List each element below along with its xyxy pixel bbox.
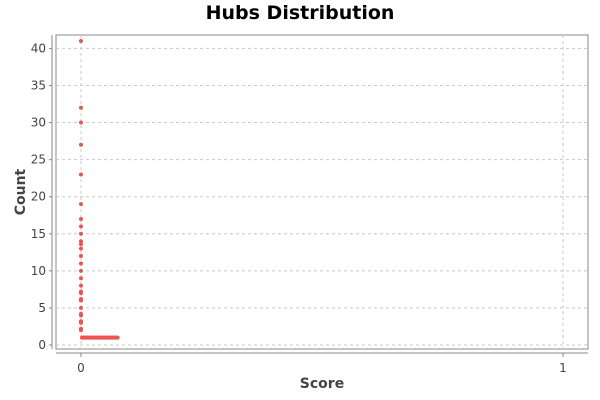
- plot-area: [55, 34, 589, 350]
- data-point: [79, 313, 83, 318]
- data-point: [79, 239, 83, 244]
- data-point: [79, 216, 83, 221]
- data-point: [79, 305, 83, 310]
- x-tick-label: 1: [559, 361, 567, 375]
- data-point: [115, 335, 120, 340]
- y-tick-label: 35: [31, 78, 46, 92]
- y-axis-label: Count: [13, 168, 29, 215]
- data-point: [79, 254, 83, 259]
- data-point: [79, 224, 83, 229]
- data-point: [79, 268, 83, 273]
- x-tick-label: 0: [77, 361, 85, 375]
- data-point: [79, 120, 83, 125]
- data-point: [79, 105, 83, 110]
- data-point: [79, 261, 83, 266]
- y-tick-label: 20: [31, 190, 46, 204]
- y-tick-label: 25: [31, 153, 46, 167]
- y-tick-label: 30: [31, 116, 46, 130]
- y-tick-label: 10: [31, 264, 46, 278]
- data-point: [79, 298, 83, 303]
- data-point: [79, 328, 83, 333]
- y-tick-label: 0: [38, 338, 46, 352]
- data-point: [79, 320, 83, 325]
- data-point: [79, 276, 83, 281]
- data-point: [79, 283, 83, 288]
- x-axis-label: Score: [300, 376, 344, 392]
- data-point: [79, 242, 83, 247]
- data-point: [79, 142, 83, 147]
- data-point: [79, 291, 83, 296]
- data-point: [79, 172, 83, 177]
- data-point: [79, 202, 83, 207]
- grid-lines: [56, 35, 588, 349]
- y-axis-ticks: 0 5 10 15 20 25 30 35 40: [31, 41, 52, 352]
- chart-title: Hubs Distribution: [205, 2, 395, 24]
- data-points: [79, 39, 120, 340]
- y-tick-label: 5: [38, 301, 46, 315]
- y-tick-label: 40: [31, 41, 46, 55]
- data-point: [79, 246, 83, 251]
- y-tick-label: 15: [31, 227, 46, 241]
- data-point: [79, 231, 83, 236]
- data-point: [79, 39, 83, 43]
